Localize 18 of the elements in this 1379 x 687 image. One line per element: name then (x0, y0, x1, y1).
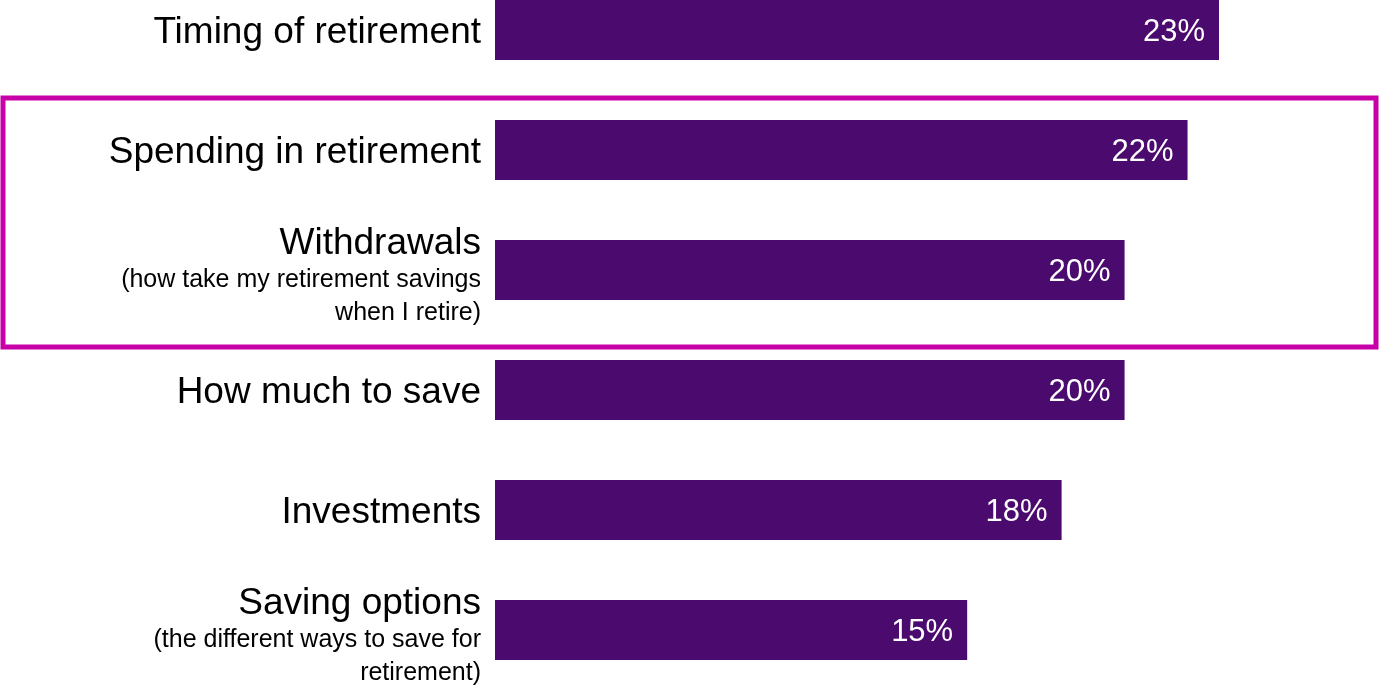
data-label: 18% (985, 492, 1048, 528)
bar (495, 240, 1125, 300)
data-label: 20% (1048, 372, 1111, 408)
bar (495, 360, 1125, 420)
bar (495, 0, 1219, 60)
data-label: 23% (1142, 12, 1205, 48)
y-tick-label: Spending in retirement (108, 129, 482, 171)
y-tick-label: How much to save (176, 369, 481, 411)
bar (495, 120, 1188, 180)
bar (495, 600, 968, 660)
data-label: 22% (1111, 132, 1174, 168)
bar (495, 480, 1062, 540)
data-label: 20% (1048, 252, 1111, 288)
y-tick-label: Investments (281, 489, 481, 531)
y-tick-label: Timing of retirement (153, 9, 482, 51)
y-tick-label: Withdrawals (how take my retirement savings when I retire) (121, 220, 481, 325)
data-label: 15% (891, 612, 954, 648)
y-tick-label: Saving options (the different ways to save for retirement) (153, 580, 481, 685)
